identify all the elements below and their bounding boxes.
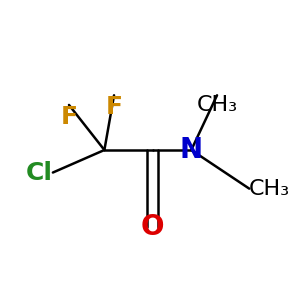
Text: O: O	[141, 213, 164, 241]
Text: Cl: Cl	[26, 160, 53, 184]
Text: F: F	[106, 95, 122, 119]
Text: CH₃: CH₃	[249, 178, 290, 199]
Text: N: N	[180, 136, 203, 164]
Text: F: F	[61, 105, 77, 129]
Text: CH₃: CH₃	[196, 95, 238, 115]
